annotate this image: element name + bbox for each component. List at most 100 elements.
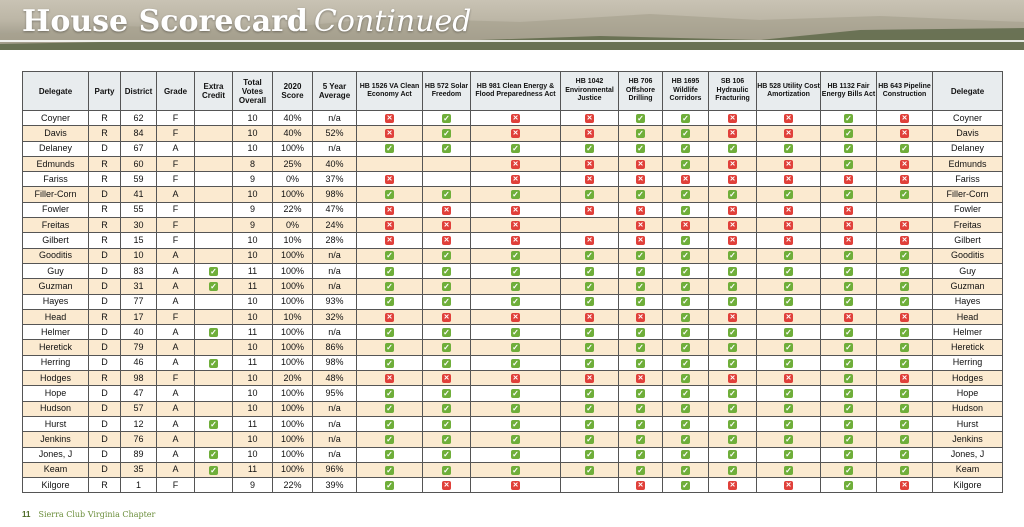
vote-cell: ✓ (618, 109, 663, 127)
check-icon: ✓ (728, 297, 737, 307)
table-row: Jenkins D 76 A 10 100% n/a ✓ ✓ ✓ ✓ ✓ ✓ ✓ ✓ ✓ ✓ Jenkins (22, 431, 1003, 448)
vote-cell: ✓ (876, 278, 933, 295)
check-icon: ✓ (585, 190, 594, 200)
total-votes-cell: 10 (232, 232, 273, 249)
vote-cell: ✕ (618, 232, 663, 249)
check-icon: ✓ (585, 419, 594, 429)
check-icon: ✓ (442, 450, 451, 460)
check-icon: ✓ (681, 205, 690, 215)
total-votes-cell: 10 (232, 446, 273, 463)
vote-cell: ✓ (820, 431, 877, 448)
empty-cell (876, 201, 933, 219)
check-icon: ✓ (728, 435, 737, 444)
table-row: Gooditis D 10 A 10 100% n/a ✓ ✓ ✓ ✓ ✓ ✓ ✓ ✓ ✓ ✓ Gooditis (22, 247, 1003, 264)
delegate-name-right: Gooditis (932, 247, 1003, 264)
vote-cell: ✕ (470, 370, 561, 387)
check-icon: ✓ (585, 266, 594, 276)
x-icon: ✕ (585, 174, 594, 184)
check-icon: ✓ (900, 435, 909, 444)
vote-cell: ✓ (356, 446, 423, 463)
check-icon: ✓ (511, 144, 520, 154)
total-votes-cell: 11 (232, 354, 273, 372)
party-cell: D (88, 186, 121, 203)
check-icon: ✓ (442, 419, 451, 429)
check-icon: ✓ (585, 389, 594, 399)
district-cell: 67 (120, 140, 157, 157)
vote-cell: ✓ (422, 262, 471, 280)
x-icon: ✕ (784, 159, 793, 169)
vote-cell: ✓ (756, 140, 821, 157)
vote-cell: ✓ (560, 186, 619, 203)
delegate-name-right: Jones, J (932, 446, 1003, 463)
average-cell: n/a (312, 324, 357, 341)
vote-cell: ✓ (422, 431, 471, 448)
average-cell: n/a (312, 109, 357, 127)
vote-cell: ✓ (662, 186, 709, 203)
party-cell: R (88, 370, 121, 387)
grade-cell: F (156, 109, 195, 127)
check-icon: ✓ (728, 251, 737, 261)
score-cell: 40% (272, 125, 313, 142)
total-votes-cell: 9 (232, 201, 273, 219)
average-cell: n/a (312, 278, 357, 295)
vote-cell: ✓ (470, 354, 561, 372)
x-icon: ✕ (784, 129, 793, 139)
check-icon: ✓ (385, 297, 394, 307)
vote-cell: ✓ (662, 278, 709, 295)
delegate-name: Coyner (22, 109, 89, 127)
vote-cell: ✓ (470, 247, 561, 264)
check-icon: ✓ (385, 358, 394, 368)
vote-cell: ✓ (876, 385, 933, 402)
check-icon: ✓ (844, 435, 853, 444)
check-icon: ✓ (900, 282, 909, 292)
district-cell: 57 (120, 400, 157, 417)
score-cell: 0% (272, 217, 313, 234)
check-icon: ✓ (900, 465, 909, 475)
check-icon: ✓ (728, 190, 737, 200)
vote-cell: ✕ (422, 308, 471, 326)
district-cell: 1 (120, 477, 157, 494)
total-votes-cell: 11 (232, 324, 273, 341)
vote-cell: ✕ (356, 232, 423, 249)
vote-cell: ✓ (708, 446, 757, 463)
check-icon: ✓ (784, 450, 793, 460)
x-icon: ✕ (681, 220, 690, 230)
x-icon: ✕ (636, 174, 645, 184)
vote-cell: ✓ (618, 431, 663, 448)
x-icon: ✕ (844, 312, 853, 322)
table-row: Guy D 83 A ✓ 11 100% n/a ✓ ✓ ✓ ✓ ✓ ✓ ✓ ✓ ✓ ✓ Guy (22, 262, 1003, 280)
x-icon: ✕ (900, 174, 909, 184)
vote-cell: ✓ (356, 262, 423, 280)
vote-cell: ✕ (356, 201, 423, 219)
check-icon: ✓ (681, 327, 690, 337)
party-cell: D (88, 415, 121, 433)
vote-cell: ✓ (422, 186, 471, 203)
vote-cell: ✓ (820, 125, 877, 142)
district-cell: 55 (120, 201, 157, 219)
check-icon: ✓ (844, 480, 853, 490)
score-cell: 100% (272, 415, 313, 433)
x-icon: ✕ (585, 159, 594, 169)
average-cell: n/a (312, 446, 357, 463)
check-icon: ✓ (442, 327, 451, 337)
check-icon: ✓ (728, 282, 737, 292)
check-icon: ✓ (681, 129, 690, 139)
average-cell: 37% (312, 171, 357, 188)
total-votes-cell: 10 (232, 140, 273, 157)
vote-cell: ✓ (708, 339, 757, 356)
vote-cell: ✓ (618, 140, 663, 157)
grade-cell: A (156, 461, 195, 479)
party-cell: D (88, 354, 121, 372)
district-cell: 46 (120, 354, 157, 372)
district-cell: 59 (120, 171, 157, 188)
check-icon: ✓ (511, 450, 520, 460)
district-cell: 31 (120, 278, 157, 295)
delegate-name-right: Delaney (932, 140, 1003, 157)
check-icon: ✓ (385, 282, 394, 292)
vote-cell: ✓ (470, 385, 561, 402)
x-icon: ✕ (636, 373, 645, 383)
party-cell: D (88, 446, 121, 463)
average-cell: n/a (312, 400, 357, 417)
delegate-name-right: Hayes (932, 293, 1003, 310)
vote-cell: ✕ (422, 217, 471, 234)
